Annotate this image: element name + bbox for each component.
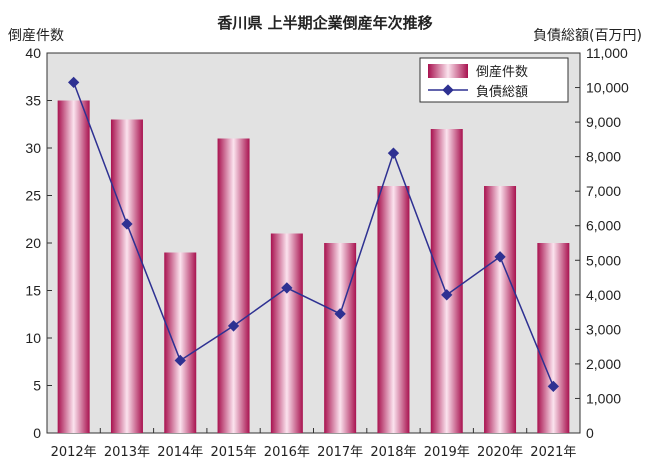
debt-point-2016年	[281, 282, 293, 294]
legend-bar-swatch	[428, 64, 468, 78]
chart-title: 香川県 上半期企業倒産年次推移	[217, 14, 432, 32]
x-tick-label: 2019年	[424, 445, 470, 460]
bar-2021年	[537, 243, 570, 433]
right-tick-label: 6,000	[586, 218, 621, 234]
bar-2018年	[377, 186, 410, 433]
x-tick-label: 2015年	[211, 445, 257, 460]
legend-label-bankruptcies: 倒産件数	[476, 64, 528, 80]
right-axis-label: 負債総額(百万円)	[533, 28, 642, 44]
debt-point-2019年	[441, 289, 453, 301]
right-tick-label: 2,000	[586, 356, 621, 372]
bar-2019年	[430, 129, 463, 433]
bar-2014年	[164, 252, 197, 433]
debt-point-2015年	[227, 320, 240, 332]
debt-point-2014年	[174, 354, 186, 367]
x-tick-label: 2018年	[370, 445, 416, 460]
bar-2017年	[324, 243, 357, 433]
left-tick-label: 0	[33, 425, 41, 441]
bar-2020年	[484, 186, 517, 433]
x-tick-label: 2014年	[157, 445, 203, 460]
x-tick-label: 2013年	[104, 445, 150, 460]
debt-point-2018年	[387, 147, 400, 159]
legend: 倒産件数 負債総額	[419, 57, 569, 103]
right-tick-label: 3,000	[586, 321, 621, 337]
x-tick-label: 2021年	[530, 445, 576, 460]
left-tick-label: 25	[25, 188, 41, 204]
left-tick-label: 15	[25, 283, 41, 299]
debt-point-2020年	[494, 251, 506, 263]
x-tick-label: 2020年	[477, 445, 523, 460]
legend-label-debt: 負債総額	[476, 85, 528, 100]
x-tick-label: 2012年	[51, 445, 97, 460]
left-tick-label: 5	[33, 378, 41, 394]
debt-point-2021年	[547, 380, 560, 393]
right-tick-label: 1,000	[586, 390, 621, 406]
left-tick-label: 20	[25, 235, 41, 251]
left-tick-label: 40	[25, 45, 41, 61]
right-tick-label: 7,000	[586, 183, 621, 199]
bar-2015年	[217, 138, 250, 433]
debt-line	[72, 82, 555, 387]
right-tick-label: 11,000	[586, 45, 628, 61]
right-tick-label: 4,000	[586, 287, 621, 303]
right-tick-label: 0	[586, 425, 594, 441]
x-tick-label: 2017年	[317, 445, 363, 460]
bar-2012年	[57, 100, 90, 433]
left-tick-label: 10	[25, 330, 41, 346]
debt-point-2017年	[334, 308, 346, 320]
right-tick-label: 9,000	[586, 114, 621, 130]
right-tick-label: 8,000	[586, 149, 621, 165]
bar-2013年	[110, 119, 143, 433]
bar-2016年	[270, 233, 303, 433]
right-tick-label: 10,000	[586, 80, 629, 96]
left-axis-label: 倒産件数	[8, 28, 64, 44]
right-tick-label: 5,000	[586, 252, 621, 268]
x-tick-label: 2016年	[264, 445, 310, 460]
left-tick-label: 30	[25, 140, 41, 156]
left-tick-label: 35	[25, 93, 41, 109]
